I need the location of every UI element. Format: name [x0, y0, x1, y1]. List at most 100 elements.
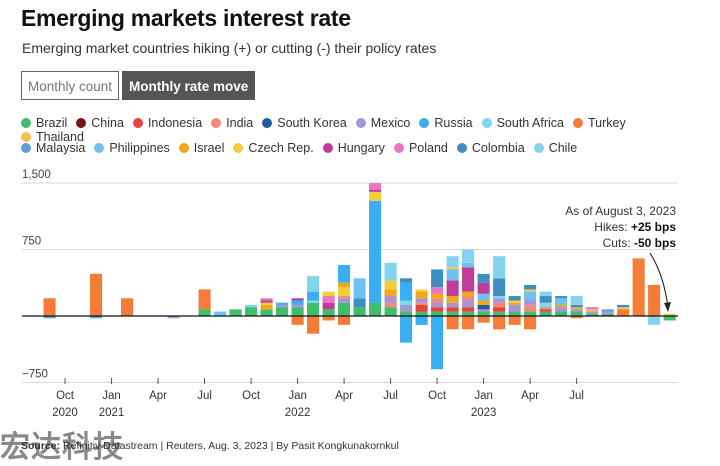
bar-segment-brazil-2021-09[interactable]: [229, 309, 242, 316]
bar-segment-thailand-2022-11[interactable]: [446, 267, 459, 270]
bar-segment-russia-2022-10-cut[interactable]: [431, 316, 444, 370]
bar-segment-mexico-2022-07[interactable]: [384, 296, 397, 303]
bar-segment-brazil-2023-07[interactable]: [570, 311, 583, 316]
bar-segment-hungary-2022-01[interactable]: [291, 298, 304, 301]
bar-segment-turkey-2023-07-cut[interactable]: [570, 316, 583, 319]
bar-segment-israel-2022-04[interactable]: [338, 282, 351, 288]
bar-segment-turkey-2021-07[interactable]: [198, 289, 211, 310]
bar-segment-colombia-2023-06[interactable]: [555, 296, 568, 299]
bar-segment-indonesia-2022-09[interactable]: [415, 304, 428, 312]
bar-segment-mexico-2023-08[interactable]: [586, 311, 599, 314]
bar-segment-thailand-2023-08[interactable]: [586, 309, 599, 312]
bar-segment-colombia-2022-05[interactable]: [353, 298, 366, 308]
bar-segment-turkey-2020-12[interactable]: [90, 273, 103, 316]
bar-segment-philippines-2023-04[interactable]: [524, 291, 537, 301]
bar-segment-south-korea-2023-01[interactable]: [477, 304, 490, 310]
bar-segment-mexico-2022-01[interactable]: [291, 304, 304, 308]
bar-segment-philippines-2021-08[interactable]: [214, 311, 227, 316]
bar-segment-czech-rep-2022-09[interactable]: [415, 289, 428, 292]
bar-segment-brazil-2022-08[interactable]: [400, 311, 413, 316]
tab-monthly-count[interactable]: Monthly count: [21, 71, 120, 100]
bar-segment-brazil-2022-02[interactable]: [307, 302, 320, 316]
bar-segment-colombia-2023-04[interactable]: [524, 284, 537, 290]
bar-segment-south-africa-2022-02[interactable]: [307, 300, 320, 303]
bar-segment-poland-2021-11[interactable]: [260, 298, 273, 301]
bar-segment-india-2022-12[interactable]: [462, 296, 475, 301]
bar-segment-brazil-2023-06[interactable]: [555, 311, 568, 316]
bar-segment-mexico-2023-03[interactable]: [508, 304, 521, 312]
bar-segment-thailand-2023-04[interactable]: [524, 289, 537, 292]
bar-segment-turkey-2020-09[interactable]: [43, 298, 56, 316]
bar-segment-india-2022-07[interactable]: [384, 302, 397, 308]
bar-segment-mexico-2022-10[interactable]: [431, 302, 444, 308]
bar-segment-russia-2022-08-cut[interactable]: [400, 316, 413, 343]
bar-segment-turkey-2021-02[interactable]: [121, 298, 134, 316]
bar-segment-turkey-2022-03-cut[interactable]: [322, 316, 335, 321]
bar-segment-brazil-2021-11[interactable]: [260, 309, 273, 316]
bar-segment-brazil-2022-03[interactable]: [322, 309, 335, 316]
bar-segment-malaysia-2020-09-cut[interactable]: [43, 316, 56, 319]
bar-segment-brazil-2022-06[interactable]: [369, 302, 382, 316]
bar-segment-mexico-2023-09[interactable]: [601, 311, 614, 314]
bar-segment-turkey-2023-04-cut[interactable]: [524, 316, 537, 330]
bar-segment-hungary-2022-12[interactable]: [462, 267, 475, 292]
bar-segment-turkey-2023-03-cut[interactable]: [508, 316, 521, 325]
bar-segment-mexico-2023-07[interactable]: [570, 309, 583, 312]
bar-segment-israel-2023-01[interactable]: [477, 300, 490, 305]
bar-segment-israel-2023-07[interactable]: [570, 307, 583, 310]
bar-segment-turkey-2022-02-cut[interactable]: [307, 316, 320, 334]
bar-segment-turkey-2022-11-cut[interactable]: [446, 316, 459, 330]
bar-segment-turkey-2023-11[interactable]: [632, 258, 645, 316]
bar-segment-mexico-2022-12[interactable]: [462, 300, 475, 308]
bar-segment-turkey-2023-10[interactable]: [617, 309, 630, 316]
bar-segment-indonesia-2022-10[interactable]: [431, 307, 444, 312]
bar-segment-brazil-2023-08[interactable]: [586, 313, 599, 316]
bar-segment-israel-2022-10[interactable]: [431, 293, 444, 299]
bar-segment-brazil-2021-12[interactable]: [276, 307, 289, 316]
bar-segment-mexico-2023-01[interactable]: [477, 309, 490, 312]
bar-segment-russia-2022-09-cut[interactable]: [415, 316, 428, 325]
bar-segment-russia-2021-12[interactable]: [276, 302, 289, 305]
bar-segment-philippines-2022-05[interactable]: [353, 278, 366, 299]
bar-segment-czech-rep-2022-04[interactable]: [338, 287, 351, 297]
bar-segment-poland-2022-06[interactable]: [369, 183, 382, 190]
bar-segment-turkey-2022-01-cut[interactable]: [291, 316, 304, 325]
bar-segment-brazil-2022-07[interactable]: [384, 307, 397, 316]
bar-segment-brazil-2022-04[interactable]: [338, 302, 351, 316]
bar-segment-philippines-2022-11[interactable]: [446, 269, 459, 281]
bar-segment-mexico-2022-11[interactable]: [446, 302, 459, 308]
bar-segment-czech-rep-2021-11[interactable]: [260, 302, 273, 305]
bar-segment-indonesia-2023-02[interactable]: [493, 307, 506, 312]
bar-segment-chile-2022-02[interactable]: [307, 276, 320, 292]
bar-segment-thailand-2023-10[interactable]: [617, 307, 630, 310]
bar-segment-brazil-2022-10[interactable]: [431, 311, 444, 316]
bar-segment-india-2023-05[interactable]: [539, 307, 552, 310]
bar-segment-colombia-2023-05[interactable]: [539, 296, 552, 303]
bar-segment-colombia-2023-07[interactable]: [570, 304, 583, 308]
bar-segment-brazil-2023-09[interactable]: [601, 313, 614, 316]
bar-segment-indonesia-2022-12[interactable]: [462, 307, 475, 312]
bar-segment-hungary-2021-11[interactable]: [260, 300, 273, 303]
bar-segment-india-2022-10[interactable]: [431, 298, 444, 303]
bar-segment-philippines-2023-01[interactable]: [477, 293, 490, 301]
bar-segment-colombia-2023-02[interactable]: [493, 278, 506, 297]
bar-segment-indonesia-2023-05[interactable]: [539, 309, 552, 312]
bar-segment-brazil-2021-07[interactable]: [198, 309, 211, 316]
bar-segment-india-2023-02[interactable]: [493, 302, 506, 308]
bar-segment-poland-2022-03[interactable]: [322, 296, 335, 303]
bar-segment-colombia-2022-10[interactable]: [431, 269, 444, 288]
bar-segment-israel-2021-11[interactable]: [260, 304, 273, 310]
bar-segment-brazil-2022-05[interactable]: [353, 307, 366, 316]
tab-monthly-rate-move[interactable]: Monthly rate move: [122, 71, 256, 100]
bar-segment-brazil-2022-09[interactable]: [415, 311, 428, 316]
bar-segment-chile-2023-12-cut[interactable]: [648, 316, 661, 325]
bar-segment-russia-2022-02[interactable]: [307, 291, 320, 301]
bar-segment-chile-2021-10[interactable]: [245, 304, 258, 308]
bar-segment-brazil-2023-02[interactable]: [493, 311, 506, 316]
bar-segment-south-africa-2023-02[interactable]: [493, 296, 506, 299]
bar-segment-mexico-2022-09[interactable]: [415, 298, 428, 303]
bar-segment-chile-2023-07[interactable]: [570, 296, 583, 305]
bar-segment-indonesia-2022-11[interactable]: [446, 307, 459, 312]
bar-segment-israel-2022-09[interactable]: [415, 291, 428, 299]
bar-segment-poland-2023-08[interactable]: [586, 307, 599, 310]
